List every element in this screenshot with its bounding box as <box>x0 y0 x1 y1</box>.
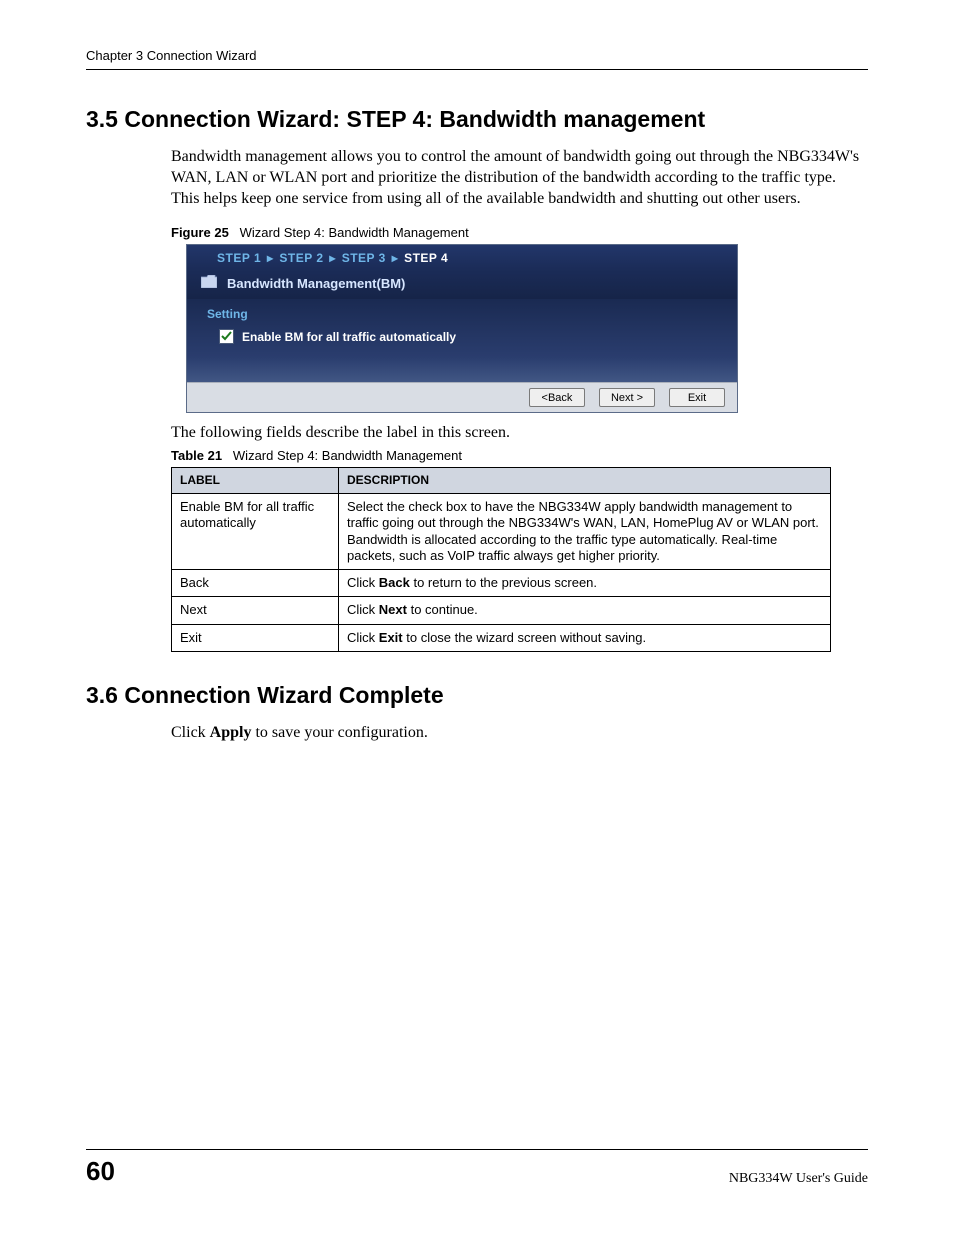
after-figure-text: The following fields describe the label … <box>171 423 868 444</box>
table-caption-text: Wizard Step 4: Bandwidth Management <box>233 448 462 463</box>
col-description: DESCRIPTION <box>339 468 831 494</box>
cell-desc: Select the check box to have the NBG334W… <box>339 494 831 570</box>
table-row: Next Click Next to continue. <box>172 597 831 624</box>
wizard-step-3: STEP 3 <box>342 251 386 265</box>
wizard-body: Setting Enable BM for all traffic automa… <box>187 299 737 382</box>
cell-desc: Click Exit to close the wizard screen wi… <box>339 624 831 651</box>
step-separator-icon: ▸ <box>267 251 274 265</box>
step-separator-icon: ▸ <box>329 251 336 265</box>
section-3-6-body: Click Apply to save your configuration. <box>171 723 868 744</box>
col-label: LABEL <box>172 468 339 494</box>
wizard-title-bar: Bandwidth Management(BM) <box>187 269 737 299</box>
step-separator-icon: ▸ <box>392 251 399 265</box>
back-button[interactable]: <Back <box>529 388 585 407</box>
wizard-panel: STEP 1 ▸ STEP 2 ▸ STEP 3 ▸ STEP 4 Bandwi… <box>186 244 738 413</box>
guide-name: NBG334W User's Guide <box>729 1171 868 1187</box>
enable-bm-label: Enable BM for all traffic automatically <box>242 330 456 344</box>
cell-desc: Click Next to continue. <box>339 597 831 624</box>
page-footer: 60 NBG334W User's Guide <box>86 1149 868 1187</box>
table-row: Back Click Back to return to the previou… <box>172 570 831 597</box>
cell-label: Exit <box>172 624 339 651</box>
figure-label: Figure 25 <box>171 225 229 240</box>
wizard-step-4: STEP 4 <box>404 251 448 265</box>
table-row: Exit Click Exit to close the wizard scre… <box>172 624 831 651</box>
setting-heading: Setting <box>207 307 723 321</box>
table-21: LABEL DESCRIPTION Enable BM for all traf… <box>171 467 831 652</box>
section-3-6-title: 3.6 Connection Wizard Complete <box>86 682 868 709</box>
figure-25-caption: Figure 25 Wizard Step 4: Bandwidth Manag… <box>171 225 868 240</box>
cell-label: Back <box>172 570 339 597</box>
exit-button[interactable]: Exit <box>669 388 725 407</box>
cell-label: Next <box>172 597 339 624</box>
table-21-caption: Table 21 Wizard Step 4: Bandwidth Manage… <box>171 448 868 463</box>
folder-icon <box>201 275 217 291</box>
wizard-step-1: STEP 1 <box>217 251 261 265</box>
section-3-5-title: 3.5 Connection Wizard: STEP 4: Bandwidth… <box>86 106 868 133</box>
table-row: Enable BM for all traffic automatically … <box>172 494 831 570</box>
wizard-step-2: STEP 2 <box>279 251 323 265</box>
page-number: 60 <box>86 1156 115 1187</box>
enable-bm-checkbox[interactable] <box>219 329 234 344</box>
figure-caption-text: Wizard Step 4: Bandwidth Management <box>240 225 469 240</box>
running-header: Chapter 3 Connection Wizard <box>86 48 868 70</box>
cell-desc: Click Back to return to the previous scr… <box>339 570 831 597</box>
table-label: Table 21 <box>171 448 222 463</box>
wizard-footer: <Back Next > Exit <box>187 382 737 412</box>
cell-label: Enable BM for all traffic automatically <box>172 494 339 570</box>
wizard-step-bar: STEP 1 ▸ STEP 2 ▸ STEP 3 ▸ STEP 4 <box>187 245 737 269</box>
section-3-5-intro: Bandwidth management allows you to contr… <box>171 147 868 209</box>
next-button[interactable]: Next > <box>599 388 655 407</box>
wizard-title-text: Bandwidth Management(BM) <box>227 276 405 291</box>
